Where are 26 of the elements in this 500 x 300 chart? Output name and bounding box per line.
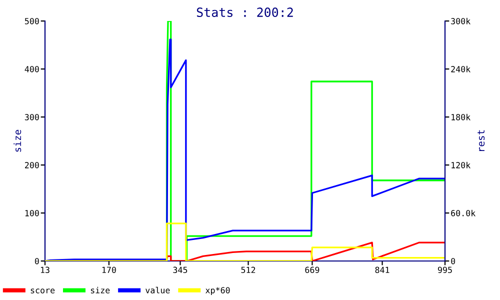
y-tick-label: 400 — [24, 66, 39, 72]
y-axis-title: size — [14, 130, 22, 152]
y2-tick-label: 180k — [452, 114, 470, 120]
y2-tick-label: 60.0k — [451, 210, 476, 216]
x-tick-label: 512 — [241, 266, 256, 274]
x-tick-label: 345 — [173, 266, 188, 274]
y2-tick-label: 300k — [451, 18, 470, 24]
y-tick-label: 0 — [34, 258, 39, 264]
x-tick-label: 13 — [40, 266, 50, 274]
legend-label: size — [90, 286, 110, 294]
x-tick-label: 170 — [102, 266, 116, 274]
y-tick-label: 200 — [25, 162, 39, 168]
y-tick-label: 300 — [24, 114, 39, 120]
legend-label: value — [146, 286, 170, 294]
legend-label: xp*60 — [206, 287, 230, 295]
legend-label: score — [30, 288, 55, 294]
x-tick-label: 669 — [305, 266, 320, 274]
y2-tick-label: 120k — [452, 162, 470, 168]
x-tick-label: 841 — [375, 266, 390, 274]
y2-tick-label: 0 — [451, 258, 456, 264]
x-tick-label: 995 — [438, 266, 452, 274]
y-tick-label: 500 — [24, 18, 39, 24]
chart-title: Stats : 200:2 — [196, 8, 293, 18]
y2-tick-label: 240k — [451, 66, 470, 72]
y2-axis-title: rest — [478, 130, 485, 151]
y-tick-label: 100 — [25, 210, 39, 216]
